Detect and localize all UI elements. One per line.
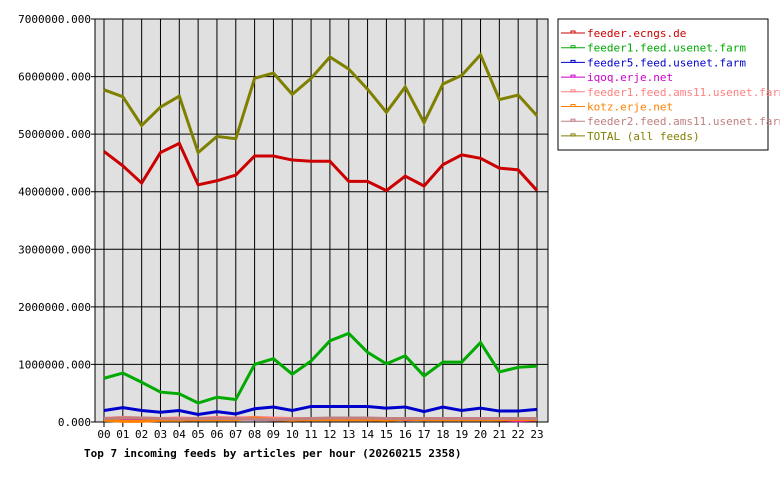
y-tick-label: 6000000.000 <box>18 71 91 84</box>
y-tick-label: 0.000 <box>58 416 91 429</box>
legend-marker <box>570 74 576 78</box>
legend-label: feeder2.feed.ams11.usenet.farm <box>587 115 780 128</box>
x-tick-label: 05 <box>192 428 205 441</box>
legend-label: TOTAL (all feeds) <box>587 130 700 143</box>
series-line <box>103 51 539 156</box>
legend-marker <box>570 133 576 137</box>
legend-marker <box>570 118 576 122</box>
legend-label: kotz.erje.net <box>587 101 673 114</box>
x-tick-label: 03 <box>154 428 167 441</box>
y-tick-label: 7000000.000 <box>18 13 91 26</box>
x-tick-label: 19 <box>455 428 468 441</box>
x-tick-label: 01 <box>116 428 129 441</box>
series-line <box>103 141 539 193</box>
x-tick-label: 18 <box>436 428 449 441</box>
y-tick-label: 2000000.000 <box>18 301 91 314</box>
x-tick-label: 08 <box>248 428 261 441</box>
plot-area <box>94 18 549 423</box>
series-line <box>103 416 537 422</box>
y-tick-label: 3000000.000 <box>18 243 91 256</box>
x-tick-label: 20 <box>474 428 487 441</box>
y-tick-label: 1000000.000 <box>18 358 91 371</box>
x-tick-label: 10 <box>286 428 299 441</box>
legend-marker <box>570 104 576 107</box>
legend-label: feeder1.feed.usenet.farm <box>587 42 746 55</box>
x-tick-label: 00 <box>97 428 110 441</box>
x-tick-label: 22 <box>512 428 525 441</box>
y-tick-label: 4000000.000 <box>18 186 91 199</box>
legend-label: feeder1.feed.ams11.usenet.farm <box>587 86 780 99</box>
series-line <box>103 404 538 417</box>
legend-label: iqoq.erje.net <box>587 71 673 84</box>
x-tick-label: 13 <box>342 428 355 441</box>
x-tick-label: 21 <box>493 428 506 441</box>
x-tick-label: 11 <box>304 428 317 441</box>
y-tick-label: 5000000.000 <box>18 128 91 141</box>
legend <box>557 18 769 151</box>
legend-label: feeder.ecngs.de <box>587 27 686 40</box>
chart-title: Top 7 incoming feeds by articles per hou… <box>84 447 462 460</box>
legend-marker <box>570 30 576 34</box>
x-tick-label: 09 <box>267 428 280 441</box>
x-tick-label: 12 <box>323 428 336 441</box>
legend-marker <box>570 89 576 93</box>
legend-marker <box>570 45 576 49</box>
series-line <box>103 331 538 405</box>
legend-marker <box>570 59 576 63</box>
x-tick-label: 07 <box>229 428 242 441</box>
x-tick-label: 14 <box>361 428 375 441</box>
x-tick-label: 02 <box>135 428 148 441</box>
x-tick-label: 06 <box>210 428 223 441</box>
legend-label: feeder5.feed.usenet.farm <box>587 56 746 69</box>
x-tick-label: 04 <box>173 428 187 441</box>
x-tick-label: 16 <box>399 428 412 441</box>
x-tick-label: 17 <box>417 428 430 441</box>
x-tick-label: 15 <box>380 428 393 441</box>
x-tick-label: 23 <box>530 428 543 441</box>
